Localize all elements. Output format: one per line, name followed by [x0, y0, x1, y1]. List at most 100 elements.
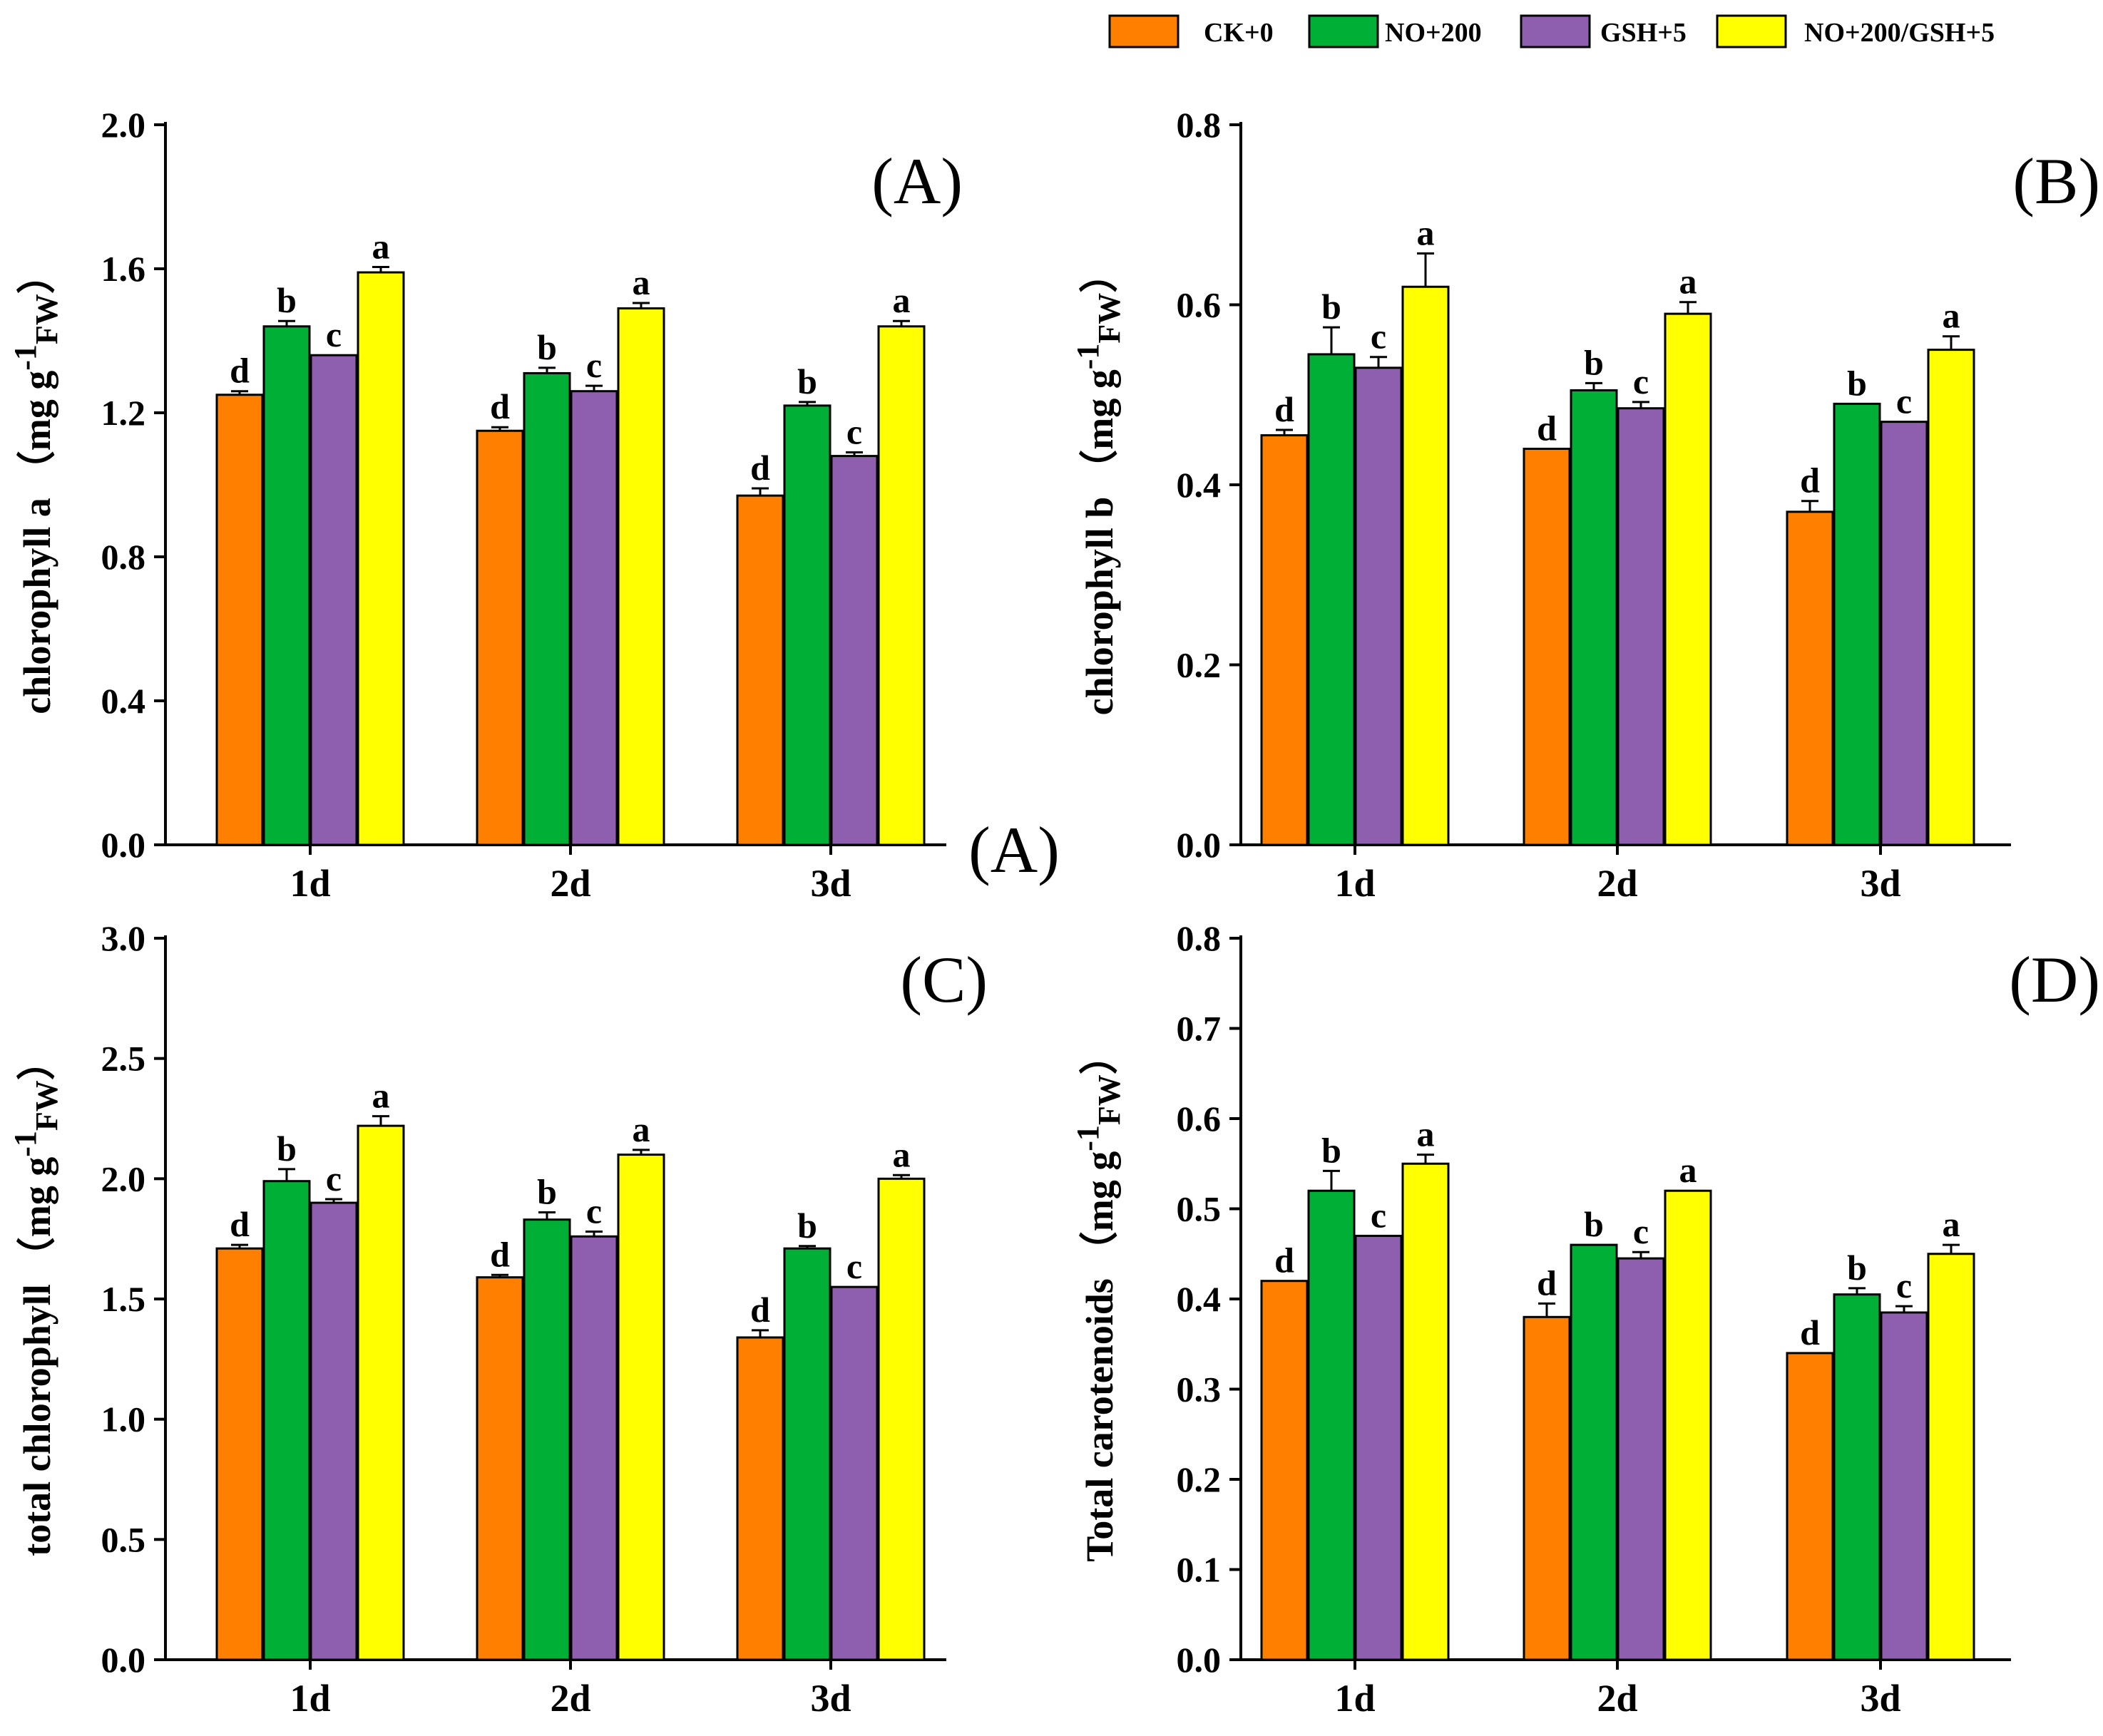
y-tick-label: 2.5 — [101, 1039, 146, 1079]
bar-no-3d — [1833, 402, 1881, 846]
bar-gsh-2d — [1617, 1257, 1665, 1661]
bar-ck-3d — [1786, 1352, 1834, 1661]
y-axis-label-ylabel-main: chlorophyll a — [16, 498, 58, 714]
legend-label-no: NO+200 — [1385, 18, 1482, 48]
bar-ck-2d — [1523, 448, 1571, 846]
y-axis-label-ylabel-unit-sup: -1 — [1070, 344, 1105, 370]
bar-ck-3d — [736, 1336, 784, 1661]
bar-ck-3d — [736, 494, 784, 846]
legend-label-ck: CK+0 — [1204, 18, 1274, 48]
y-axis-label-ylabel-main: total chlorophyll — [16, 1284, 58, 1556]
x-tick-label-2d: 2d — [1597, 862, 1637, 905]
panel-label: (A) — [871, 145, 963, 217]
y-tick-label: 0.0 — [101, 1640, 146, 1680]
sig-label-no-3d: b — [1847, 363, 1867, 403]
y-axis-label-ylabel-unit-sup: -1 — [8, 344, 43, 371]
bar-ck-2d — [1523, 1315, 1571, 1661]
y-tick-label: 0.5 — [1177, 1189, 1222, 1229]
sig-label-nogsh-2d: a — [633, 1109, 650, 1149]
y-tick-label: 0.2 — [1177, 645, 1222, 685]
stray-panel-label: (A) — [968, 813, 1060, 886]
y-axis-label: chlorophyll b （mg g-1FW） — [1070, 255, 1127, 716]
y-axis-label: chlorophyll a （mg g-1FW） — [8, 255, 64, 714]
legend-swatch-no — [1308, 14, 1379, 48]
sig-label-nogsh-1d: a — [1417, 1114, 1435, 1154]
sig-label-nogsh-2d: a — [1679, 262, 1697, 302]
sig-label-ck-2d: d — [1537, 409, 1557, 448]
y-axis-label-ylabel-unit-pre: （mg g — [16, 1157, 58, 1275]
x-tick-label-1d: 1d — [1334, 862, 1375, 905]
y-axis-label-ylabel-unit-pre: （mg g — [1078, 1151, 1121, 1270]
sig-label-gsh-1d: c — [326, 314, 342, 354]
chart-panel-c: 0.00.51.01.52.02.53.01d 2d 3ddddbbbcccaaat… — [8, 918, 988, 1720]
bar-gsh-1d — [1354, 1234, 1403, 1661]
sig-label-no-2d: b — [1584, 342, 1604, 382]
bar-nogsh-1d — [357, 1124, 405, 1661]
y-tick-label: 2.0 — [101, 1159, 146, 1198]
sig-label-no-1d: b — [1321, 1130, 1341, 1170]
sig-label-no-3d: b — [797, 361, 817, 401]
bar-gsh-1d — [1354, 366, 1403, 846]
y-tick-label: 0.6 — [1177, 1099, 1222, 1139]
sig-label-no-1d: b — [1321, 287, 1341, 327]
y-axis-label-ylabel-unit-post: ） — [16, 1042, 58, 1080]
sig-label-nogsh-3d: a — [893, 280, 911, 320]
y-tick-label: 3.0 — [101, 918, 146, 958]
bar-nogsh-2d — [1664, 312, 1712, 846]
sig-label-gsh-2d: c — [1633, 1211, 1649, 1251]
legend-swatch-gsh — [1520, 14, 1591, 48]
y-tick-label: 0.0 — [101, 825, 146, 865]
bar-ck-1d — [215, 1247, 264, 1661]
bar-no-3d — [1833, 1293, 1881, 1661]
y-tick-label: 0.7 — [1177, 1009, 1222, 1049]
y-axis-label-ylabel-unit-sup: -1 — [1070, 1125, 1105, 1151]
sig-label-gsh-1d: c — [326, 1159, 342, 1198]
bar-gsh-3d — [830, 455, 879, 846]
y-tick-label: 0.5 — [101, 1519, 146, 1559]
bar-no-2d — [1570, 389, 1618, 846]
y-tick-label: 0.6 — [1177, 285, 1222, 325]
sig-label-nogsh-2d: a — [633, 262, 650, 302]
y-axis-label: Total carotenoids （mg g-1FW） — [1070, 1036, 1127, 1562]
y-tick-label: 1.0 — [101, 1399, 146, 1439]
legend-swatch-nogsh — [1716, 14, 1787, 48]
bar-ck-3d — [1786, 510, 1834, 846]
sig-label-no-1d: b — [277, 280, 297, 320]
sig-label-nogsh-2d: a — [1679, 1150, 1697, 1190]
bar-no-1d — [262, 1180, 311, 1661]
bar-ck-1d — [1260, 434, 1309, 846]
legend-swatch-ck — [1108, 14, 1180, 48]
bar-no-2d — [523, 371, 571, 846]
bar-no-1d — [262, 325, 311, 846]
bar-nogsh-2d — [1664, 1189, 1712, 1661]
sig-label-ck-2d: d — [490, 386, 510, 426]
y-tick-label: 0.4 — [101, 681, 146, 721]
y-axis-label-ylabel-main: chlorophyll b — [1078, 497, 1121, 716]
bar-nogsh-2d — [617, 307, 665, 846]
sig-label-ck-3d: d — [750, 1290, 770, 1330]
sig-label-ck-1d: d — [1274, 389, 1294, 429]
bar-nogsh-2d — [617, 1154, 665, 1661]
y-axis-label-ylabel-main: Total carotenoids — [1078, 1278, 1121, 1562]
y-tick-label: 0.8 — [101, 537, 146, 577]
sig-label-no-1d: b — [277, 1129, 297, 1169]
sig-label-no-2d: b — [537, 327, 557, 367]
sig-label-gsh-2d: c — [586, 345, 602, 385]
x-tick-label-2d: 2d — [550, 862, 590, 905]
bar-gsh-1d — [309, 354, 358, 846]
y-tick-label: 0.2 — [1177, 1459, 1222, 1499]
y-axis-label-ylabel-unit-post: ） — [1078, 255, 1121, 293]
bar-gsh-2d — [570, 390, 618, 846]
bar-no-2d — [1570, 1243, 1618, 1661]
y-tick-label: 0.8 — [1177, 918, 1222, 958]
x-tick-label-3d: 3d — [810, 1677, 851, 1720]
bar-nogsh-1d — [357, 271, 405, 846]
x-tick-label-3d: 3d — [810, 862, 851, 905]
panel-label: (B) — [2012, 145, 2100, 217]
bar-nogsh-3d — [877, 325, 926, 846]
sig-label-ck-1d: d — [230, 351, 250, 391]
x-tick-label-2d: 2d — [1597, 1677, 1637, 1720]
